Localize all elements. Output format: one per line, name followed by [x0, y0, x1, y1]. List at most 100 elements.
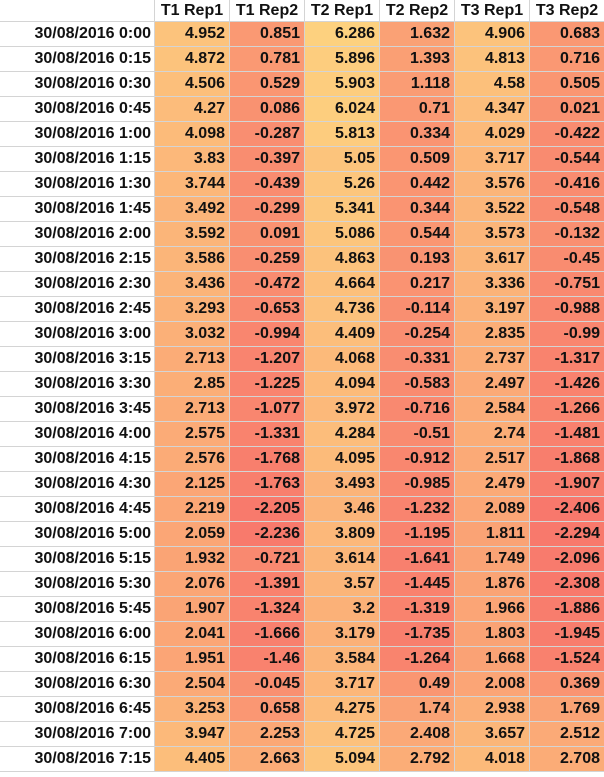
- value-cell[interactable]: 3.717: [305, 672, 380, 696]
- value-cell[interactable]: 2.74: [455, 422, 530, 446]
- value-cell[interactable]: -1.225: [230, 372, 305, 396]
- timestamp-cell[interactable]: 30/08/2016 4:15: [0, 447, 155, 471]
- value-cell[interactable]: 5.896: [305, 47, 380, 71]
- column-header[interactable]: T1 Rep2: [230, 0, 305, 21]
- timestamp-cell[interactable]: 30/08/2016 3:00: [0, 322, 155, 346]
- value-cell[interactable]: 4.029: [455, 122, 530, 146]
- value-cell[interactable]: 0.217: [380, 272, 455, 296]
- value-cell[interactable]: 4.863: [305, 247, 380, 271]
- value-cell[interactable]: -1.391: [230, 572, 305, 596]
- value-cell[interactable]: 3.717: [455, 147, 530, 171]
- value-cell[interactable]: -0.716: [380, 397, 455, 421]
- value-cell[interactable]: -0.422: [530, 122, 604, 146]
- timestamp-cell[interactable]: 30/08/2016 2:00: [0, 222, 155, 246]
- value-cell[interactable]: -1.317: [530, 347, 604, 371]
- value-cell[interactable]: -1.331: [230, 422, 305, 446]
- timestamp-cell[interactable]: 30/08/2016 7:00: [0, 722, 155, 746]
- value-cell[interactable]: -0.299: [230, 197, 305, 221]
- value-cell[interactable]: 3.657: [455, 722, 530, 746]
- value-cell[interactable]: 2.85: [155, 372, 230, 396]
- value-cell[interactable]: 0.71: [380, 97, 455, 121]
- value-cell[interactable]: 0.509: [380, 147, 455, 171]
- value-cell[interactable]: 1.668: [455, 647, 530, 671]
- value-cell[interactable]: 2.792: [380, 747, 455, 771]
- timestamp-cell[interactable]: 30/08/2016 4:00: [0, 422, 155, 446]
- timestamp-cell[interactable]: 30/08/2016 1:30: [0, 172, 155, 196]
- value-cell[interactable]: -1.945: [530, 622, 604, 646]
- value-cell[interactable]: -1.886: [530, 597, 604, 621]
- header-corner-cell[interactable]: [0, 0, 155, 21]
- value-cell[interactable]: -0.254: [380, 322, 455, 346]
- value-cell[interactable]: -2.205: [230, 497, 305, 521]
- value-cell[interactable]: 0.442: [380, 172, 455, 196]
- value-cell[interactable]: -1.445: [380, 572, 455, 596]
- value-cell[interactable]: -0.994: [230, 322, 305, 346]
- value-cell[interactable]: 0.505: [530, 72, 604, 96]
- value-cell[interactable]: 4.409: [305, 322, 380, 346]
- value-cell[interactable]: 3.584: [305, 647, 380, 671]
- value-cell[interactable]: 3.972: [305, 397, 380, 421]
- value-cell[interactable]: 1.769: [530, 697, 604, 721]
- value-cell[interactable]: 4.664: [305, 272, 380, 296]
- value-cell[interactable]: -2.236: [230, 522, 305, 546]
- value-cell[interactable]: 2.835: [455, 322, 530, 346]
- value-cell[interactable]: 2.938: [455, 697, 530, 721]
- value-cell[interactable]: 3.573: [455, 222, 530, 246]
- column-header[interactable]: T1 Rep1: [155, 0, 230, 21]
- timestamp-cell[interactable]: 30/08/2016 6:15: [0, 647, 155, 671]
- value-cell[interactable]: 2.575: [155, 422, 230, 446]
- value-cell[interactable]: 3.336: [455, 272, 530, 296]
- value-cell[interactable]: 2.076: [155, 572, 230, 596]
- value-cell[interactable]: -1.232: [380, 497, 455, 521]
- value-cell[interactable]: 0.091: [230, 222, 305, 246]
- value-cell[interactable]: 0.716: [530, 47, 604, 71]
- value-cell[interactable]: 0.851: [230, 22, 305, 46]
- value-cell[interactable]: -0.548: [530, 197, 604, 221]
- value-cell[interactable]: 2.512: [530, 722, 604, 746]
- value-cell[interactable]: 1.876: [455, 572, 530, 596]
- value-cell[interactable]: -1.868: [530, 447, 604, 471]
- value-cell[interactable]: 0.781: [230, 47, 305, 71]
- value-cell[interactable]: -0.751: [530, 272, 604, 296]
- value-cell[interactable]: 4.952: [155, 22, 230, 46]
- value-cell[interactable]: 4.405: [155, 747, 230, 771]
- value-cell[interactable]: 4.813: [455, 47, 530, 71]
- value-cell[interactable]: -0.544: [530, 147, 604, 171]
- value-cell[interactable]: -0.331: [380, 347, 455, 371]
- value-cell[interactable]: 0.683: [530, 22, 604, 46]
- timestamp-cell[interactable]: 30/08/2016 6:00: [0, 622, 155, 646]
- value-cell[interactable]: 6.286: [305, 22, 380, 46]
- value-cell[interactable]: 1.811: [455, 522, 530, 546]
- value-cell[interactable]: 2.059: [155, 522, 230, 546]
- value-cell[interactable]: 4.347: [455, 97, 530, 121]
- timestamp-cell[interactable]: 30/08/2016 1:45: [0, 197, 155, 221]
- timestamp-cell[interactable]: 30/08/2016 2:45: [0, 297, 155, 321]
- value-cell[interactable]: 0.021: [530, 97, 604, 121]
- value-cell[interactable]: 2.125: [155, 472, 230, 496]
- value-cell[interactable]: 4.725: [305, 722, 380, 746]
- value-cell[interactable]: -0.721: [230, 547, 305, 571]
- timestamp-cell[interactable]: 30/08/2016 5:30: [0, 572, 155, 596]
- timestamp-cell[interactable]: 30/08/2016 0:15: [0, 47, 155, 71]
- value-cell[interactable]: 3.576: [455, 172, 530, 196]
- timestamp-cell[interactable]: 30/08/2016 4:45: [0, 497, 155, 521]
- column-header[interactable]: T2 Rep1: [305, 0, 380, 21]
- value-cell[interactable]: 2.008: [455, 672, 530, 696]
- timestamp-cell[interactable]: 30/08/2016 3:45: [0, 397, 155, 421]
- value-cell[interactable]: -1.524: [530, 647, 604, 671]
- value-cell[interactable]: 3.522: [455, 197, 530, 221]
- value-cell[interactable]: -0.397: [230, 147, 305, 171]
- value-cell[interactable]: 3.179: [305, 622, 380, 646]
- value-cell[interactable]: -1.763: [230, 472, 305, 496]
- value-cell[interactable]: 2.737: [455, 347, 530, 371]
- value-cell[interactable]: -0.988: [530, 297, 604, 321]
- value-cell[interactable]: -0.653: [230, 297, 305, 321]
- value-cell[interactable]: 4.736: [305, 297, 380, 321]
- value-cell[interactable]: 5.086: [305, 222, 380, 246]
- timestamp-cell[interactable]: 30/08/2016 0:00: [0, 22, 155, 46]
- value-cell[interactable]: 3.592: [155, 222, 230, 246]
- timestamp-cell[interactable]: 30/08/2016 3:30: [0, 372, 155, 396]
- value-cell[interactable]: 1.749: [455, 547, 530, 571]
- value-cell[interactable]: 3.57: [305, 572, 380, 596]
- value-cell[interactable]: 0.334: [380, 122, 455, 146]
